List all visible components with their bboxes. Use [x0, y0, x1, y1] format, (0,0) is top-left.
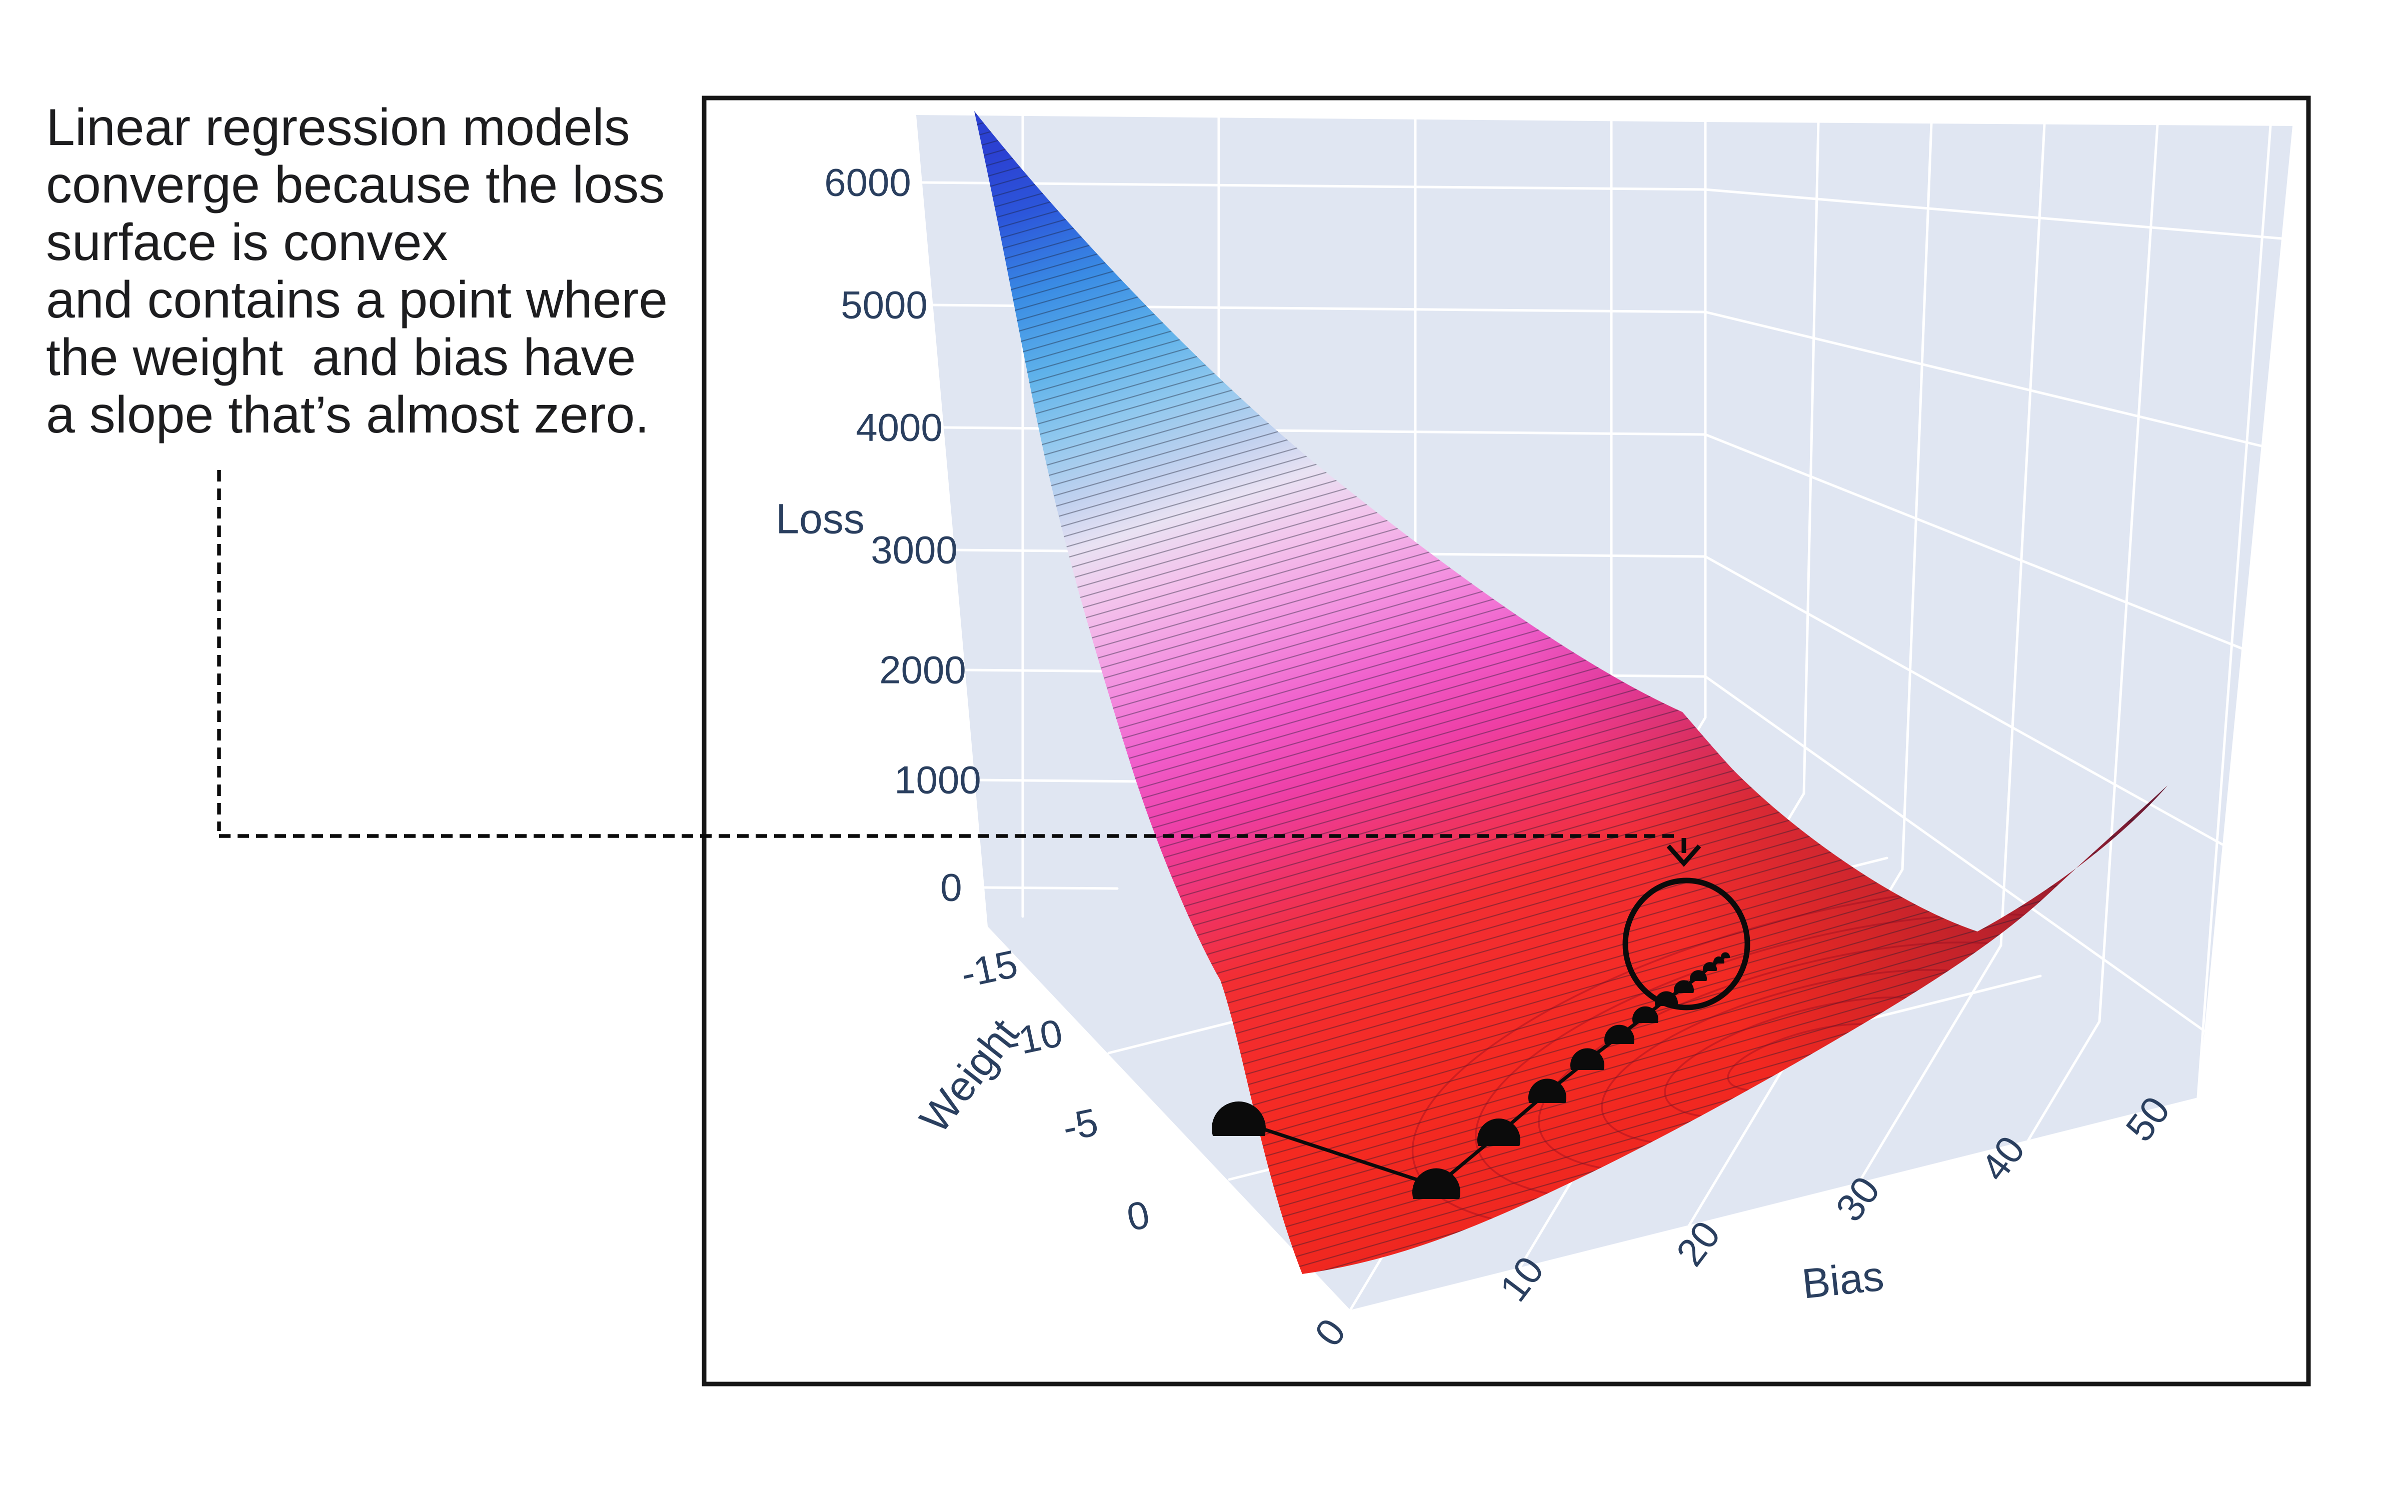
gradient-descent-marker — [1721, 952, 1730, 958]
gradient-descent-marker — [1528, 1078, 1566, 1103]
loss-surface-mesh-hatching — [974, 111, 2167, 1274]
loss-tick-label: 0 — [940, 865, 962, 910]
caption-text: Linear regression models converge becaus… — [46, 99, 668, 444]
loss-tick-label: 4000 — [856, 405, 943, 450]
gradient-descent-marker — [1604, 1024, 1634, 1044]
caption-line: converge because the loss — [46, 156, 665, 214]
gradient-descent-marker — [1632, 1006, 1658, 1023]
scene-gridline — [1704, 675, 2206, 1032]
scene-gridline — [2098, 124, 2159, 1023]
gradient-descent-marker — [1570, 1048, 1605, 1070]
scene-gridline — [1704, 188, 2283, 240]
caption-line: and contains a point where — [46, 271, 668, 329]
caption-line: Linear regression models — [46, 98, 630, 156]
scene-gridline — [921, 181, 1707, 191]
scene-gridline — [1901, 122, 1933, 871]
convergence-circle-annotation — [1622, 878, 1750, 1010]
scene-gridline — [1704, 555, 2224, 846]
scene-gridline — [1704, 433, 2243, 650]
gradient-descent-marker — [1713, 956, 1724, 964]
loss-tick-label: 2000 — [879, 648, 966, 692]
gradient-descent-marker — [1703, 962, 1717, 971]
scene-gridline — [1857, 944, 2002, 1184]
scene-gridline — [2196, 124, 2272, 1099]
caption-line: surface is convex — [46, 214, 448, 272]
caption-line: a slope that’s almost zero. — [46, 386, 650, 444]
arrow-down-icon — [1666, 844, 1701, 867]
scene-gridline — [1999, 123, 2046, 947]
gradient-descent-marker — [1412, 1168, 1460, 1199]
scene-gridline — [1704, 310, 2263, 448]
caption-line: the weight and bias have — [46, 328, 636, 386]
scene-gridline — [2027, 1020, 2101, 1142]
gradient-descent-marker — [1211, 1101, 1266, 1136]
loss-tick-label: 6000 — [824, 160, 911, 204]
bias-axis-title: Bias — [1799, 1252, 1886, 1308]
loss-axis-title: Loss — [776, 495, 865, 542]
loss-tick-label: 5000 — [841, 282, 928, 327]
scene-gridline — [1802, 122, 1820, 795]
loss-tick-label: 1000 — [894, 758, 981, 802]
gradient-descent-marker — [1689, 970, 1707, 981]
gradient-descent-marker — [1674, 980, 1694, 993]
loss-tick-label: 3000 — [871, 528, 958, 572]
gradient-descent-marker — [1477, 1118, 1520, 1146]
